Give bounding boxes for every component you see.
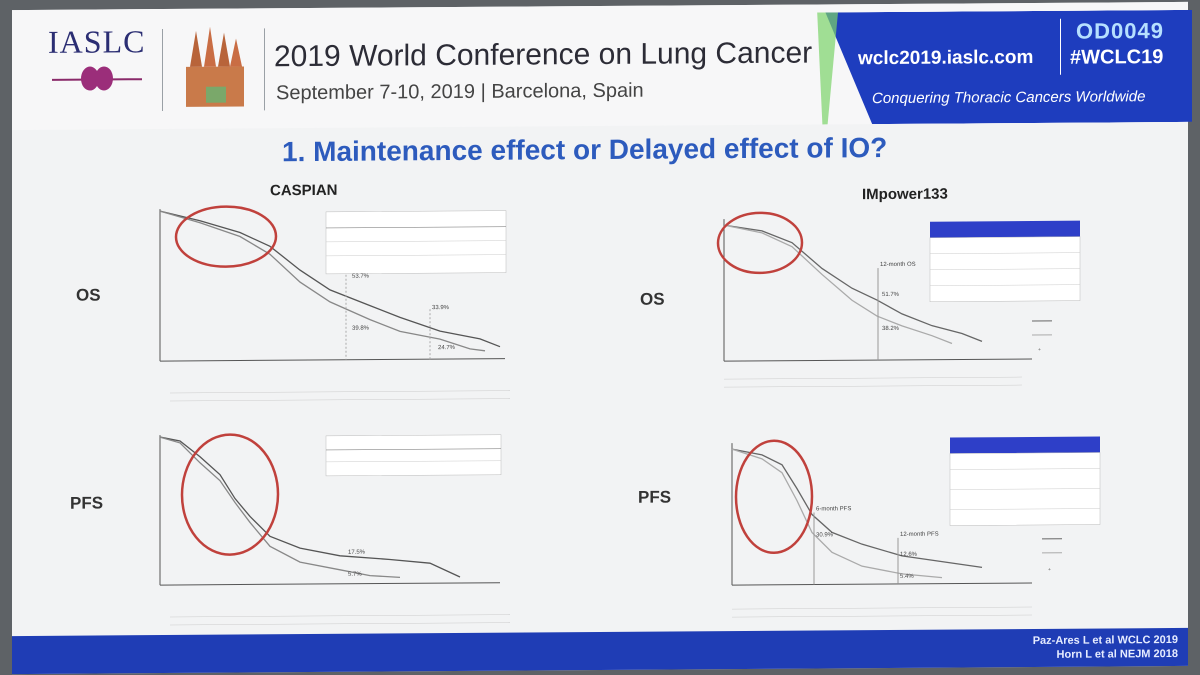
- lungs-logo-icon: [52, 66, 142, 91]
- impower-os-label-1: 12-month OS: [880, 262, 916, 268]
- impower-pfs-label-3: 12-month PFS: [900, 532, 939, 538]
- banner-slogan: Conquering Thoracic Cancers Worldwide: [872, 88, 1146, 108]
- impower-pfs-label-1: 6-month PFS: [816, 506, 851, 512]
- citation-impower: Horn L et al NEJM 2018: [1056, 647, 1178, 661]
- impower-pfs-label-4: 12.6%: [900, 552, 918, 558]
- iaslc-logo-text: IASLC: [48, 23, 146, 60]
- header-divider: [162, 29, 163, 112]
- caspian-os-km-plot: 53.7% 33.9% 39.8% 24.7%: [159, 205, 510, 402]
- banner-divider: [1060, 18, 1061, 75]
- impower-os-km-plot: 12-month OS 51.7% 38.2% +: [716, 211, 1081, 388]
- slide-header: IASLC 2019 World Conference on Lung Canc…: [12, 1, 1188, 131]
- hashtag: #WCLC19: [1070, 46, 1164, 69]
- impower-pfs-km-plot: 6-month PFS 30.9% 12-month PFS 12.6% 5.4…: [731, 436, 1101, 618]
- svg-text:+: +: [1038, 347, 1041, 353]
- caspian-os-label-3: 39.8%: [352, 326, 370, 332]
- highlight-circle: [734, 439, 814, 555]
- caspian-os-label-4: 24.7%: [438, 345, 456, 351]
- svg-text:+: +: [1048, 567, 1051, 573]
- slide-footer: Paz-Ares L et al WCLC 2019 Horn L et al …: [12, 627, 1188, 675]
- impower-os-label-3: 38.2%: [882, 326, 900, 332]
- caspian-pfs-km-plot: 17.5% 5.7%: [159, 433, 510, 626]
- impower-pfs-label-2: 30.9%: [816, 532, 834, 538]
- impower-pfs-label-5: 5.4%: [900, 574, 914, 580]
- highlight-circle: [716, 211, 804, 275]
- conference-title: 2019 World Conference on Lung Cancer: [274, 36, 813, 74]
- session-code: OD0049: [1076, 18, 1164, 44]
- row-label-pfs-left: PFS: [70, 493, 104, 513]
- row-label-pfs-right: PFS: [638, 487, 672, 507]
- trial-name-right: IMpower133: [862, 185, 948, 204]
- caspian-pfs-label-2: 5.7%: [348, 572, 362, 578]
- highlight-circle: [174, 205, 278, 268]
- row-label-os-left: OS: [76, 285, 101, 305]
- trial-name-left: CASPIAN: [270, 181, 338, 200]
- header-divider: [264, 28, 265, 111]
- sagrada-familia-logo-icon: [186, 26, 244, 107]
- projected-slide: IASLC 2019 World Conference on Lung Canc…: [12, 1, 1188, 675]
- highlight-circle: [180, 433, 280, 556]
- citation-caspian: Paz-Ares L et al WCLC 2019: [1032, 633, 1178, 647]
- caspian-os-label-1: 53.7%: [352, 274, 370, 280]
- slide-title: 1. Maintenance effect or Delayed effect …: [282, 131, 888, 168]
- caspian-os-label-2: 33.9%: [432, 305, 450, 311]
- website-url: wclc2019.iaslc.com: [858, 46, 1034, 70]
- row-label-os-right: OS: [640, 289, 665, 309]
- banner-green-accent: [812, 12, 838, 124]
- caspian-pfs-label-1: 17.5%: [348, 550, 366, 556]
- conference-date: September 7-10, 2019 | Barcelona, Spain: [276, 79, 644, 105]
- impower-os-label-2: 51.7%: [882, 292, 900, 298]
